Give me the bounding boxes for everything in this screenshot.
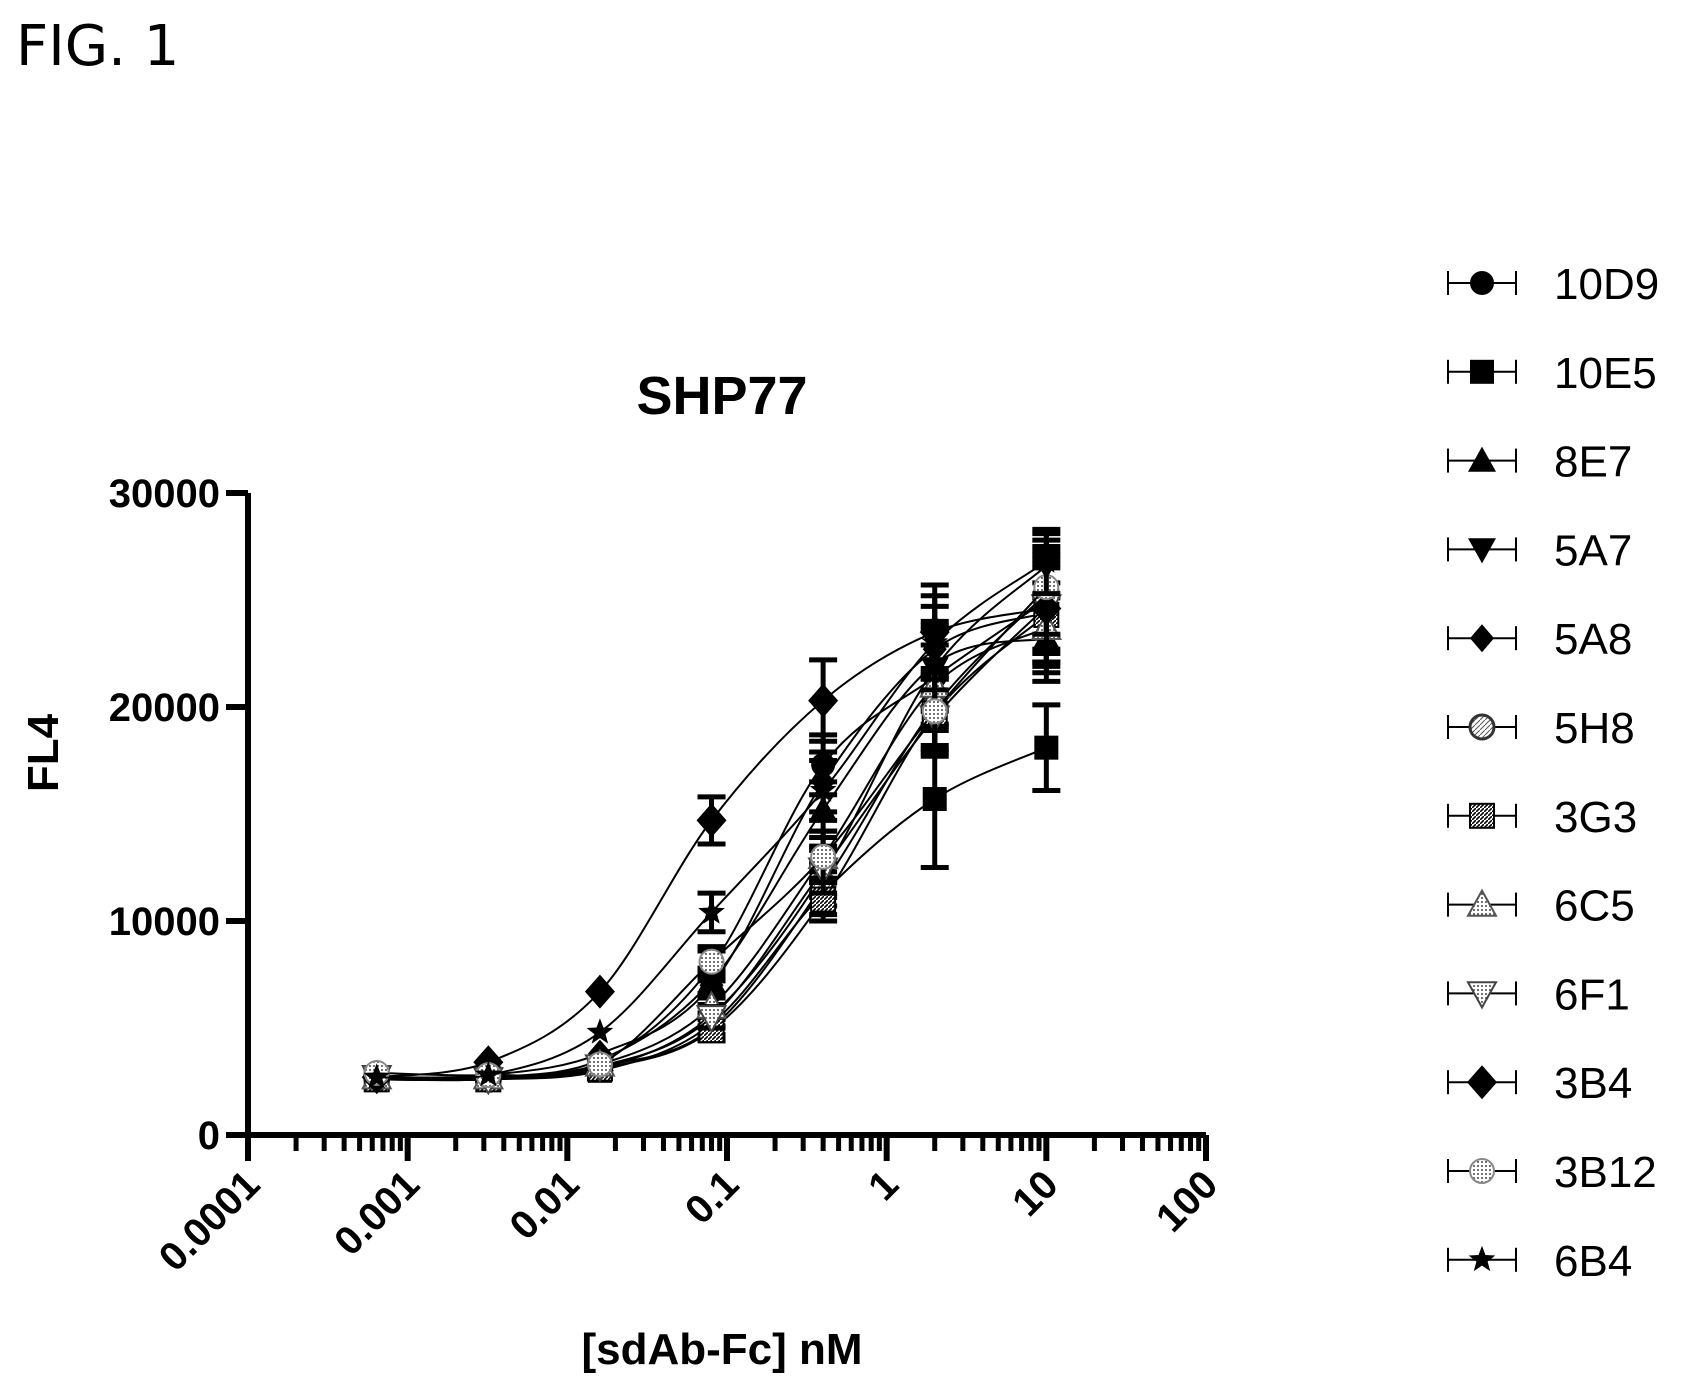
legend-item-6B4: 6B4: [1447, 1237, 1632, 1286]
data-point: [698, 898, 725, 924]
legend-item-5H8: 5H8: [1447, 704, 1635, 753]
x-axis-title: [sdAb-Fc] nM: [581, 1325, 862, 1374]
x-tick-label: 100: [1148, 1162, 1226, 1240]
data-point: [586, 1051, 613, 1078]
legend-label: 5H8: [1554, 704, 1635, 753]
legend-item-3G3: 3G3: [1447, 793, 1637, 842]
legend: 10D9 10E5 8E7 5A7 5A8 5H8 3G3 6C5 6F1 3B4 3B12 6B4: [1447, 260, 1659, 1286]
figure-label: FIG. 1: [16, 14, 180, 79]
legend-marker: [1469, 802, 1495, 829]
legend-marker: [1468, 713, 1496, 741]
y-tick-label: 10000: [109, 900, 220, 944]
data-point: [809, 776, 837, 802]
legend-item-3B12: 3B12: [1447, 1148, 1657, 1197]
legend-label: 3B4: [1554, 1059, 1632, 1108]
plot-area: 0 10000 20000 30000 0.0001 0.001 0.01 0.1 1 10 100: [109, 472, 1227, 1280]
data-point: [810, 843, 837, 870]
data-point: [475, 1061, 502, 1087]
x-tick-label: 0.1: [677, 1162, 747, 1232]
legend-item-6F1: 6F1: [1447, 970, 1630, 1019]
data-point: [922, 787, 947, 812]
legend-item-8E7: 8E7: [1447, 438, 1632, 487]
data-point: [363, 1063, 391, 1089]
x-tick-label: 0.0001: [151, 1162, 269, 1280]
legend-item-10E5: 10E5: [1447, 349, 1657, 398]
legend-marker: [1466, 888, 1498, 917]
legend-marker: [1467, 1065, 1497, 1100]
data-point: [696, 803, 727, 838]
y-tick-label: 30000: [109, 472, 220, 516]
legend-label: 6B4: [1554, 1237, 1632, 1286]
x-tick-label: 10: [1004, 1162, 1067, 1225]
legend-marker: [1468, 1245, 1496, 1272]
data-point: [1034, 735, 1059, 760]
data-point: [921, 698, 948, 725]
legend-item-3B4: 3B4: [1447, 1059, 1632, 1108]
legend-marker: [1470, 624, 1494, 653]
legend-marker: [1469, 1158, 1495, 1184]
data-point: [695, 1005, 728, 1034]
legend-label: 5A7: [1554, 526, 1632, 575]
legend-item-6C5: 6C5: [1447, 882, 1635, 931]
legend-label: 8E7: [1554, 438, 1632, 487]
y-tick-label: 0: [198, 1114, 220, 1158]
legend-label: 5A8: [1554, 615, 1632, 664]
legend-item-10D9: 10D9: [1447, 260, 1659, 309]
series-3B4: [361, 552, 1062, 1095]
legend-label: 6F1: [1554, 970, 1630, 1019]
series-6B4: [363, 526, 1061, 1089]
data-point: [808, 683, 839, 718]
y-tick-label: 20000: [109, 686, 220, 730]
data-point: [584, 974, 615, 1009]
x-tick-label: 1: [860, 1162, 907, 1209]
data-point: [921, 628, 949, 655]
legend-label: 10E5: [1554, 349, 1657, 398]
legend-item-5A8: 5A8: [1447, 615, 1632, 664]
legend-label: 3G3: [1554, 793, 1637, 842]
legend-marker: [1468, 446, 1496, 472]
data-point: [698, 948, 725, 975]
data-point: [586, 1018, 614, 1044]
x-tick-label: 0.001: [326, 1162, 428, 1264]
x-tick-label: 0.01: [502, 1162, 588, 1248]
legend-label: 3B12: [1554, 1148, 1657, 1197]
legend-item-5A7: 5A7: [1447, 526, 1632, 575]
chart-title: SHP77: [636, 366, 807, 426]
legend-label: 10D9: [1554, 260, 1659, 309]
legend-marker: [1470, 359, 1494, 384]
y-axis-title: FL4: [19, 713, 68, 792]
data-point: [1033, 547, 1060, 573]
legend-marker: [1466, 981, 1498, 1010]
legend-marker: [1470, 271, 1494, 295]
legend-label: 6C5: [1554, 882, 1635, 931]
legend-marker: [1468, 538, 1496, 564]
